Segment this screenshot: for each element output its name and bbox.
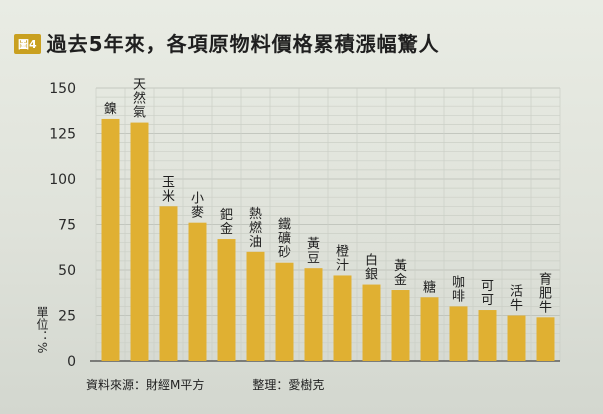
- bar-category-label-char: 米: [162, 189, 175, 204]
- bar-category-label: 黃金: [394, 259, 407, 288]
- bar: [536, 317, 555, 361]
- bar: [275, 262, 294, 361]
- bar-category-label: 白銀: [365, 253, 378, 283]
- bar-category-label-char: 鎳: [104, 101, 117, 117]
- bar-category-label: 小麥: [191, 192, 204, 221]
- bar-category-label-char: 黃: [307, 237, 320, 252]
- bar-category-label: 天然氣: [133, 78, 146, 121]
- bar-category-label: 熱燃油: [249, 207, 262, 250]
- bar: [188, 222, 207, 361]
- chart-header: 圖4 過去5年來，各項原物料價格累積漲幅驚人: [14, 26, 440, 58]
- bar-category-label-char: 白: [365, 253, 378, 269]
- bar-category-label: 可可: [481, 279, 494, 308]
- y-tick-label: 25: [58, 309, 76, 325]
- bar-category-label-char: 黃: [394, 259, 407, 274]
- bar-category-label-char: 礦: [278, 231, 291, 247]
- figure-label: 圖4: [14, 34, 41, 54]
- bar: [130, 122, 149, 361]
- bar: [507, 315, 526, 361]
- bar-category-label-char: 氣: [133, 106, 146, 121]
- bar: [391, 290, 410, 361]
- bar-category-label-char: 汁: [336, 258, 349, 273]
- bar-category-label-char: 玉: [162, 175, 175, 190]
- bar-category-label-char: 咖: [452, 275, 465, 290]
- bar-category-label-char: 然: [133, 91, 146, 107]
- bar-category-label: 橙汁: [336, 244, 349, 273]
- bar: [478, 310, 497, 361]
- bar-category-label-char: 砂: [278, 246, 291, 261]
- y-tick-label: 150: [49, 81, 76, 97]
- bar: [420, 297, 439, 361]
- y-axis-label: 單位：%: [35, 306, 49, 354]
- bar-category-label: 活牛: [510, 285, 523, 314]
- bar-category-label: 玉米: [162, 175, 175, 204]
- bar-category-label: 育肥牛: [539, 271, 552, 315]
- bar-category-label: 黃豆: [307, 237, 320, 266]
- bar-category-label-char: 金: [394, 272, 407, 288]
- bar: [304, 268, 323, 361]
- bar-category-label: 咖啡: [452, 275, 465, 304]
- chart-footer: 資料來源：財經M平方 整理：愛樹克: [86, 376, 324, 393]
- bar-category-label-char: 橙: [336, 244, 349, 259]
- bar-category-label-char: 熱: [249, 207, 262, 222]
- bar: [159, 206, 178, 361]
- bar: [333, 275, 352, 361]
- bar-category-label: 鐵礦砂: [278, 217, 291, 261]
- bar: [217, 239, 236, 361]
- bar-category-label-char: 豆: [307, 251, 320, 266]
- y-tick-label: 50: [58, 263, 76, 279]
- bar-category-label-char: 燃: [249, 220, 262, 236]
- bar-category-label-char: 牛: [539, 300, 552, 315]
- bar: [449, 306, 468, 361]
- editor-note: 整理：愛樹克: [252, 378, 325, 392]
- bar-category-label: 糖: [423, 279, 436, 295]
- y-tick-label: 75: [58, 218, 76, 234]
- bar-category-label-char: 肥: [539, 286, 552, 301]
- chart-title: 過去5年來，各項原物料價格累積漲幅驚人: [46, 31, 440, 56]
- bar: [246, 251, 265, 361]
- bar-category-label: 鎳: [104, 101, 117, 117]
- bar-category-label-char: 啡: [452, 289, 465, 304]
- y-tick-label: 100: [49, 172, 76, 188]
- bar-category-label-char: 牛: [510, 299, 523, 314]
- bar-category-label-char: 可: [481, 279, 494, 294]
- bar-category-label-char: 小: [191, 192, 204, 207]
- bar-category-label: 鈀金: [220, 208, 233, 237]
- bar-category-label-char: 可: [481, 293, 494, 308]
- bar-category-label-char: 金: [220, 221, 233, 237]
- bar-category-label-char: 銀: [365, 268, 378, 283]
- bar-category-label-char: 鈀: [220, 208, 233, 223]
- y-tick-label: 0: [67, 354, 76, 370]
- bar-category-label-char: 育: [539, 271, 552, 287]
- y-tick-label: 125: [49, 127, 76, 143]
- bar: [101, 118, 120, 361]
- bar-category-label-char: 糖: [423, 279, 436, 295]
- bar-category-label-char: 鐵: [278, 217, 291, 233]
- bar-category-label-char: 天: [133, 78, 146, 93]
- bar-category-label-char: 油: [249, 235, 262, 250]
- source-note: 資料來源：財經M平方: [86, 378, 205, 392]
- bar: [362, 284, 381, 361]
- bar-category-label-char: 麥: [191, 205, 204, 221]
- bar-category-label-char: 活: [510, 285, 523, 300]
